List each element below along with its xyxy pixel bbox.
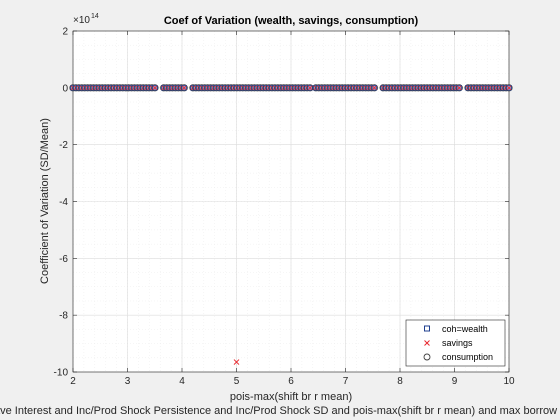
- x-tick-label: 7: [343, 376, 349, 387]
- x-tick-label: 3: [125, 376, 131, 387]
- legend-circle-marker: [423, 353, 431, 361]
- wealth-point: [152, 85, 158, 91]
- markers: [69, 84, 513, 365]
- y-tick-label: -10: [54, 368, 69, 379]
- x-tick-label: 10: [503, 376, 515, 387]
- wealth-point: [506, 85, 512, 91]
- wealth-point: [456, 85, 462, 91]
- y-axis-label: Coefficient of Variation (SD/Mean): [39, 118, 51, 284]
- y-tick-label: 2: [62, 27, 68, 38]
- y-tick-label: -6: [59, 254, 68, 265]
- y-tick-label: -8: [59, 311, 68, 322]
- legend-label-coh: coh=wealth: [442, 324, 488, 334]
- x-tick-label: 4: [179, 376, 185, 387]
- wealth-point: [181, 85, 187, 91]
- savings-outlier-point: [233, 359, 240, 365]
- footer-label: ave Interest and Inc/Prod Shock Persiste…: [0, 405, 557, 417]
- x-tick-label: 2: [70, 376, 76, 387]
- x-tick-label: 6: [288, 376, 294, 387]
- y-exponent-power: 14: [91, 13, 99, 20]
- x-tick-label: 5: [234, 376, 240, 387]
- chart-title: Coef of Variation (wealth, savings, cons…: [164, 15, 419, 27]
- savings-point: [506, 85, 512, 91]
- legend-label-savings: savings: [442, 338, 473, 348]
- x-tick-label: 9: [452, 376, 458, 387]
- legend-x-marker: [424, 340, 430, 346]
- savings-point: [372, 85, 377, 91]
- ticks: 2 3 4 5 6 7 8 9 10 2 0 -2 -4 -6 -8 -10: [54, 27, 515, 388]
- savings-point: [152, 85, 158, 91]
- savings-point: [456, 85, 462, 91]
- y-exponent-base: ×10: [73, 15, 90, 26]
- legend-square-marker: [424, 325, 430, 332]
- y-tick-label: -4: [59, 197, 68, 208]
- legend-box: [405, 319, 506, 367]
- wealth-point: [371, 85, 378, 91]
- savings-point: [307, 85, 313, 91]
- x-axis-label: pois-max(shift br r mean): [230, 391, 352, 403]
- x-tick-label: 8: [397, 376, 403, 387]
- y-tick-label: 0: [62, 83, 68, 94]
- legend: coh=wealth savings consumption: [405, 319, 506, 367]
- savings-point: [181, 85, 187, 91]
- y-tick-label: -2: [59, 140, 68, 151]
- legend-label-consumption: consumption: [442, 352, 493, 362]
